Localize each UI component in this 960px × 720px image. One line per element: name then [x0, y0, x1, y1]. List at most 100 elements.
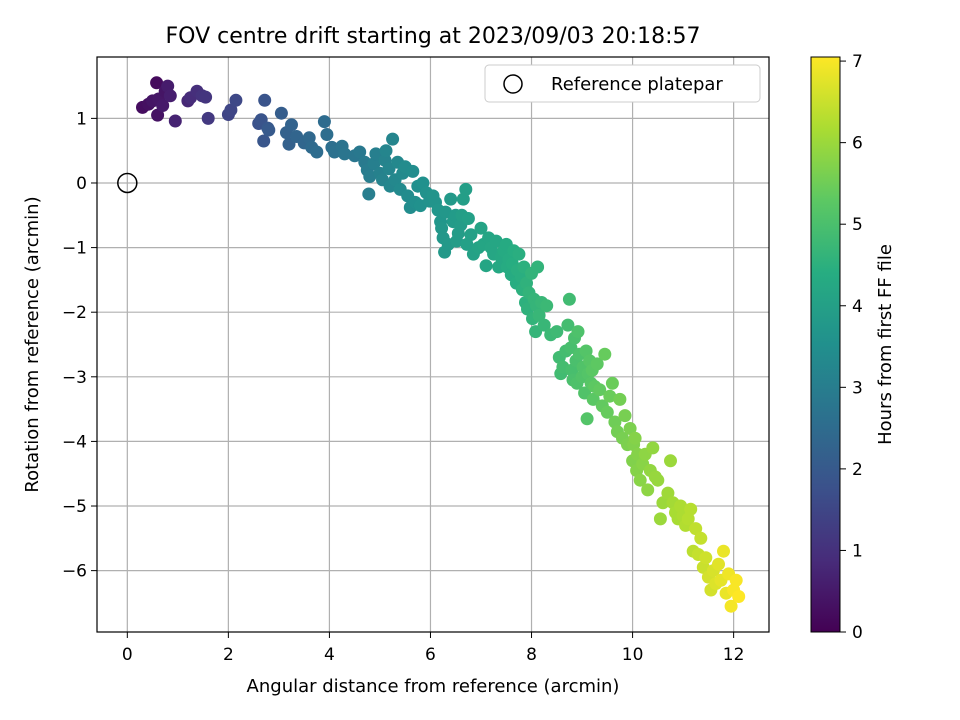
data-point: [646, 441, 660, 455]
data-point: [512, 247, 526, 261]
data-point: [598, 347, 612, 361]
x-axis-ticks: 0 2 4 6 8 10 12: [122, 632, 745, 665]
x-tick-label: 12: [723, 645, 745, 665]
data-point: [151, 108, 165, 122]
chart-title: FOV centre drift starting at 2023/09/03 …: [166, 24, 701, 49]
data-point: [474, 221, 488, 235]
x-tick-label: 6: [425, 645, 436, 665]
data-point: [537, 318, 551, 332]
x-tick-label: 8: [526, 645, 537, 665]
data-point: [571, 325, 585, 339]
data-point: [464, 228, 478, 242]
data-point: [379, 144, 393, 158]
y-tick-label: −1: [62, 239, 87, 259]
data-point: [724, 599, 738, 613]
data-point: [605, 376, 619, 390]
x-tick-label: 0: [122, 645, 133, 665]
legend-marker-icon: [503, 74, 523, 94]
data-point: [613, 392, 627, 406]
data-point: [729, 573, 743, 587]
y-tick-label: −6: [62, 562, 87, 582]
data-point: [590, 357, 604, 371]
data-point: [550, 325, 564, 339]
data-point: [540, 299, 554, 313]
data-point: [479, 259, 493, 273]
data-point: [439, 205, 453, 219]
x-tick-label: 10: [622, 645, 644, 665]
data-point: [362, 187, 376, 201]
data-point: [531, 260, 545, 274]
legend: Reference platepar: [484, 64, 761, 103]
data-point: [168, 114, 182, 128]
data-point: [732, 590, 746, 603]
data-point: [641, 483, 655, 497]
colorbar-tick-label: 7: [852, 52, 863, 72]
data-point: [664, 454, 677, 468]
colorbar-tick-label: 4: [852, 297, 863, 317]
colorbar-tick-label: 0: [852, 623, 863, 643]
data-point: [489, 234, 503, 248]
data-point: [310, 145, 324, 159]
data-point: [229, 93, 243, 107]
data-point: [684, 502, 698, 516]
data-point: [699, 551, 713, 565]
data-point: [623, 422, 637, 435]
data-point: [258, 93, 272, 107]
data-point: [163, 89, 177, 103]
data-point: [653, 512, 667, 526]
colorbar-tick-label: 2: [852, 460, 863, 480]
data-point: [317, 115, 331, 129]
data-point: [367, 157, 381, 171]
data-point: [320, 128, 334, 141]
colorbar-tick-label: 1: [852, 541, 863, 561]
colorbar-tick-label: 3: [852, 378, 863, 398]
data-point: [386, 132, 400, 146]
data-point: [369, 147, 383, 161]
data-point: [561, 318, 575, 332]
data-point: [363, 170, 377, 183]
x-tick-label: 4: [324, 645, 335, 665]
colorbar-tick-label: 6: [852, 134, 863, 154]
y-tick-label: 1: [76, 109, 87, 129]
data-point: [262, 123, 276, 137]
data-point: [285, 118, 298, 132]
y-axis-label: Rotation from reference (arcmin): [22, 196, 43, 492]
grid-lines: [97, 57, 769, 632]
data-point: [580, 412, 594, 426]
data-point: [651, 473, 665, 487]
data-point: [633, 473, 647, 487]
data-point: [257, 134, 271, 148]
y-tick-label: −5: [62, 497, 87, 517]
data-point: [694, 531, 708, 545]
data-point: [338, 147, 352, 161]
colorbar: [810, 56, 841, 633]
data-point: [603, 389, 617, 403]
colorbar-ticks: 0 1 2 3 4 5 6 7: [840, 52, 863, 643]
data-point: [618, 409, 632, 423]
data-point: [199, 90, 213, 104]
legend-label: Reference platepar: [551, 74, 723, 95]
data-point: [628, 431, 642, 445]
data-point: [717, 544, 730, 558]
data-points: [136, 76, 746, 613]
data-point: [689, 522, 703, 536]
data-point: [406, 164, 420, 178]
reference-marker: [117, 172, 138, 194]
data-point: [562, 292, 576, 306]
data-point: [156, 99, 170, 112]
data-point: [461, 212, 475, 225]
data-point: [459, 182, 473, 196]
reference-point: [117, 172, 138, 194]
legend-box: [484, 64, 761, 103]
colorbar-label: Hours from first FF file: [875, 244, 896, 445]
data-point: [600, 405, 614, 419]
data-point: [353, 145, 367, 159]
data-point: [532, 308, 546, 322]
data-point: [224, 103, 238, 117]
x-axis-label: Angular distance from reference (arcmin): [247, 676, 620, 697]
y-tick-label: 0: [76, 174, 87, 194]
data-point: [150, 76, 164, 90]
x-tick-label: 2: [223, 645, 234, 665]
data-point: [274, 106, 288, 120]
